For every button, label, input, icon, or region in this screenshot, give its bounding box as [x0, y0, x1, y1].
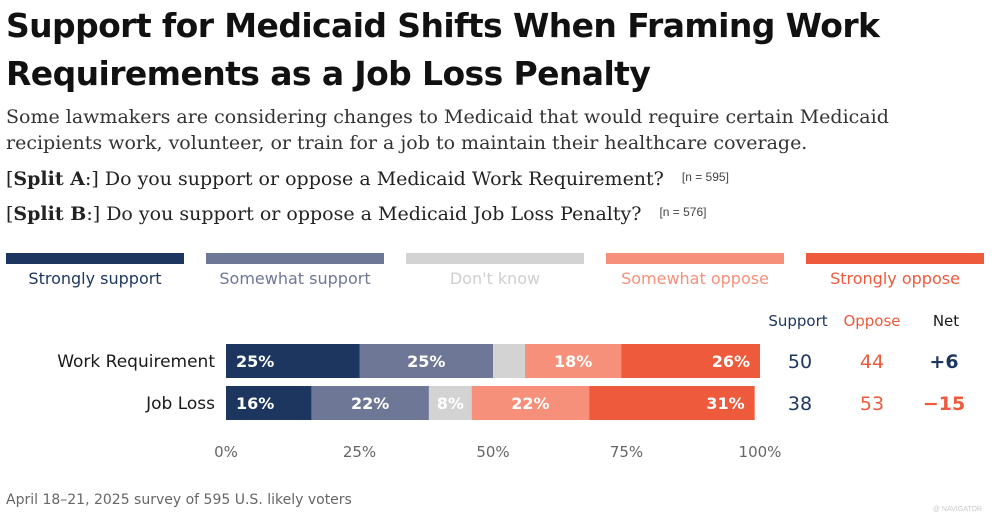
legend-swatch-strongly-oppose — [806, 253, 984, 264]
bar-segment — [621, 344, 760, 378]
split-b-label: Split B — [13, 203, 87, 225]
bar-segment — [428, 386, 472, 420]
legend-somewhat-support: Somewhat support — [206, 253, 384, 288]
bar-segment — [359, 344, 493, 378]
x-tick-label: 75% — [610, 443, 643, 461]
bar-segment — [311, 386, 429, 420]
data-label: 18% — [554, 352, 592, 371]
legend-swatch-somewhat-support — [206, 253, 384, 264]
data-label: 22% — [511, 394, 549, 413]
split-a-label: Split A — [13, 168, 85, 190]
chart-title: Support for Medicaid Shifts When Framing… — [6, 2, 986, 98]
legend-label-strongly-oppose: Strongly oppose — [830, 269, 960, 288]
category-label: Work Requirement — [57, 352, 215, 372]
net-column-header: Net — [932, 312, 960, 330]
data-label: 8% — [437, 394, 464, 413]
bar-segment — [525, 344, 622, 378]
watermark: @ NAVIGATOR — [932, 506, 982, 513]
split-b-sample-size: [n = 576] — [659, 205, 707, 219]
net-value: −15 — [923, 393, 965, 415]
legend-dont-know: Don't know — [406, 253, 584, 288]
bar-segment — [226, 386, 312, 420]
data-label: 26% — [712, 352, 750, 371]
title-line-1: Support for Medicaid Shifts When Framing… — [6, 6, 880, 45]
data-label: 31% — [706, 394, 744, 413]
data-label: 16% — [236, 394, 274, 413]
stacked-bar-chart: Work Requirement 25% 25% 18% 26% 50 44 +6 Job Lo… — [57, 344, 965, 461]
split-b-text: Do you support or oppose a Medicaid Job … — [106, 203, 642, 225]
split-a-question: [Split A:] Do you support or oppose a Me… — [6, 168, 729, 190]
legend-label-strongly-support: Strongly support — [28, 269, 162, 288]
chart-subtitle: Some lawmakers are considering changes t… — [6, 106, 889, 154]
x-tick-label: 0% — [214, 443, 238, 461]
bar-segment — [226, 344, 360, 378]
bar-segment — [493, 344, 526, 378]
support-column-header: Support — [768, 312, 828, 330]
source-note: April 18–21, 2025 survey of 595 U.S. lik… — [6, 492, 352, 508]
bar-segment — [589, 386, 755, 420]
x-tick-label: 100% — [739, 443, 782, 461]
x-tick-label: 50% — [476, 443, 509, 461]
net-value: +6 — [929, 351, 958, 373]
oppose-value: 53 — [860, 393, 884, 415]
support-value: 38 — [788, 393, 812, 415]
oppose-value: 44 — [860, 351, 884, 373]
legend-label-somewhat-oppose: Somewhat oppose — [621, 269, 769, 288]
oppose-column-header: Oppose — [843, 312, 901, 330]
split-b-question: [Split B:] Do you support or oppose a Me… — [6, 203, 707, 225]
legend-swatch-strongly-support — [6, 253, 184, 264]
data-label: 25% — [236, 352, 274, 371]
x-tick-label: 25% — [343, 443, 376, 461]
legend-swatch-dont-know — [406, 253, 584, 264]
legend-swatch-somewhat-oppose — [606, 253, 784, 264]
category-label: Job Loss — [145, 394, 215, 414]
title-line-2: Requirements as a Job Loss Penalty — [6, 54, 651, 93]
data-label: 25% — [407, 352, 445, 371]
legend-label-somewhat-support: Somewhat support — [219, 269, 371, 288]
split-a-sample-size: [n = 595] — [681, 170, 729, 184]
support-value: 50 — [788, 351, 812, 373]
legend-somewhat-oppose: Somewhat oppose — [606, 253, 784, 288]
legend-strongly-support: Strongly support — [6, 253, 184, 288]
bar-segment — [471, 386, 590, 420]
legend-label-dont-know: Don't know — [449, 269, 541, 288]
split-a-text: Do you support or oppose a Medicaid Work… — [104, 168, 664, 190]
legend-strongly-oppose: Strongly oppose — [806, 253, 984, 288]
data-label: 22% — [351, 394, 389, 413]
